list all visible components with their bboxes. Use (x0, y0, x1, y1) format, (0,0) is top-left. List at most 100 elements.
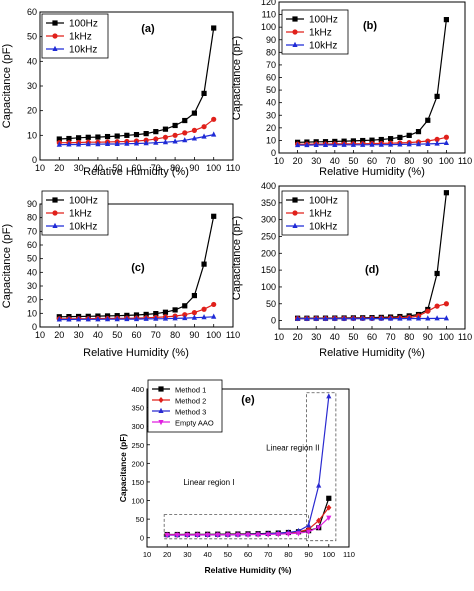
chart-e: 10 20 30 40 50 60 70 80 90 100 110 0 50 100 150 200 250 3… (118, 379, 355, 575)
y-tick-label: 20 (266, 123, 276, 133)
y-tick-label: 40 (27, 267, 37, 277)
data-point-10kHz (434, 140, 440, 146)
data-point-10kHz (350, 141, 356, 147)
x-tick-label: 40 (330, 332, 340, 342)
data-point-100Hz (124, 132, 130, 138)
data-point-10kHz (66, 141, 72, 147)
data-point-100Hz (425, 117, 431, 123)
data-point-aao (306, 529, 312, 535)
x-tick-label: 110 (343, 550, 355, 559)
x-tick-label: 30 (183, 550, 191, 559)
y-axis-label: Capacitance (pF) (1, 44, 13, 128)
data-point-10kHz (201, 314, 207, 320)
x-tick-label: 110 (226, 330, 240, 340)
x-axis-label: Relative Humidity (%) (205, 565, 292, 575)
y-tick-label: 0 (271, 148, 276, 158)
data-point-10kHz (313, 141, 319, 147)
legend-swatch-marker (292, 16, 298, 22)
x-tick-label: 80 (284, 550, 292, 559)
data-point-10kHz (172, 138, 178, 144)
data-point-10kHz (369, 315, 375, 321)
legend-label: Method 2 (175, 397, 206, 406)
y-tick-label: 70 (27, 226, 37, 236)
x-axis-label: Relative Humidity (%) (319, 166, 425, 178)
data-point-10kHz (295, 315, 301, 321)
data-point-aao (255, 532, 261, 538)
data-point-10kHz (378, 141, 384, 147)
y-tick-label: 30 (266, 110, 276, 120)
data-point-aao (235, 532, 241, 538)
data-point-aao (295, 531, 302, 537)
y-tick-label: 200 (261, 248, 276, 258)
data-point-10kHz (191, 135, 197, 141)
data-point-aao (265, 532, 271, 538)
x-tick-label: 20 (54, 163, 64, 173)
y-tick-label: 250 (261, 231, 276, 241)
data-point-10kHz (406, 141, 412, 147)
data-point-aao (174, 532, 180, 539)
data-point-10kHz (133, 315, 140, 322)
legend-label: 10kHz (69, 222, 97, 233)
data-point-100Hz (133, 131, 140, 138)
panel-label: (b) (363, 20, 377, 32)
x-tick-label: 20 (293, 156, 303, 166)
x-tick-label: 10 (274, 156, 284, 166)
y-tick-label: 10 (266, 135, 276, 145)
data-point-1kHz (182, 130, 188, 136)
x-tick-label: 110 (458, 332, 472, 342)
data-point-1kHz (191, 310, 197, 316)
chart-d: 10 20 30 40 50 60 70 80 90 100 110 0 50 100 150 200 250 3… (231, 181, 472, 359)
data-point-100Hz (211, 25, 217, 31)
data-point-1kHz (182, 312, 188, 318)
x-tick-label: 40 (93, 163, 103, 173)
y-tick-label: 10 (27, 130, 37, 140)
x-tick-label: 40 (93, 330, 103, 340)
data-point-m2 (326, 504, 332, 511)
y-tick-label: 110 (262, 10, 276, 20)
legend-label: Method 3 (175, 408, 206, 417)
y-tick-label: 350 (261, 198, 276, 208)
data-point-1kHz (172, 132, 178, 138)
y-tick-label: 0 (271, 316, 276, 326)
legend-label: 10kHz (309, 41, 337, 52)
legend-label: Method 1 (175, 386, 206, 395)
data-point-10kHz (66, 316, 72, 322)
y-tick-label: 40 (266, 98, 276, 108)
y-tick-label: 20 (27, 295, 37, 305)
data-point-10kHz (114, 140, 120, 146)
legend-swatch-marker (52, 33, 58, 39)
x-tick-label: 90 (189, 330, 199, 340)
legend-label: 1kHz (309, 209, 332, 220)
y-tick-label: 100 (131, 497, 144, 506)
data-point-aao (245, 532, 251, 538)
y-tick-label: 30 (27, 81, 37, 91)
y-tick-label: 10 (27, 308, 37, 318)
x-tick-label: 80 (404, 332, 414, 342)
y-tick-label: 50 (27, 254, 37, 264)
y-tick-label: 0 (32, 322, 37, 332)
data-point-100Hz (369, 137, 375, 143)
data-point-100Hz (182, 117, 188, 124)
data-point-10kHz (443, 315, 449, 321)
x-tick-label: 10 (143, 550, 151, 559)
data-point-10kHz (172, 315, 178, 321)
x-tick-label: 20 (293, 332, 303, 342)
data-point-100Hz (95, 134, 101, 140)
y-tick-label: 90 (27, 199, 37, 209)
data-point-10kHz (378, 315, 384, 321)
data-point-10kHz (76, 316, 82, 322)
data-point-10kHz (341, 315, 347, 321)
legend-swatch-marker (52, 222, 58, 228)
data-point-1kHz (434, 136, 440, 143)
data-point-10kHz (369, 141, 375, 147)
data-point-100Hz (133, 312, 140, 318)
legend-swatch-marker (52, 20, 58, 26)
y-tick-label: 250 (131, 441, 144, 450)
x-tick-label: 100 (206, 163, 221, 173)
y-tick-label: 20 (27, 106, 37, 116)
x-tick-label: 60 (131, 163, 141, 173)
data-point-10kHz (143, 315, 149, 321)
data-point-aao (225, 532, 231, 538)
x-tick-label: 80 (404, 156, 414, 166)
